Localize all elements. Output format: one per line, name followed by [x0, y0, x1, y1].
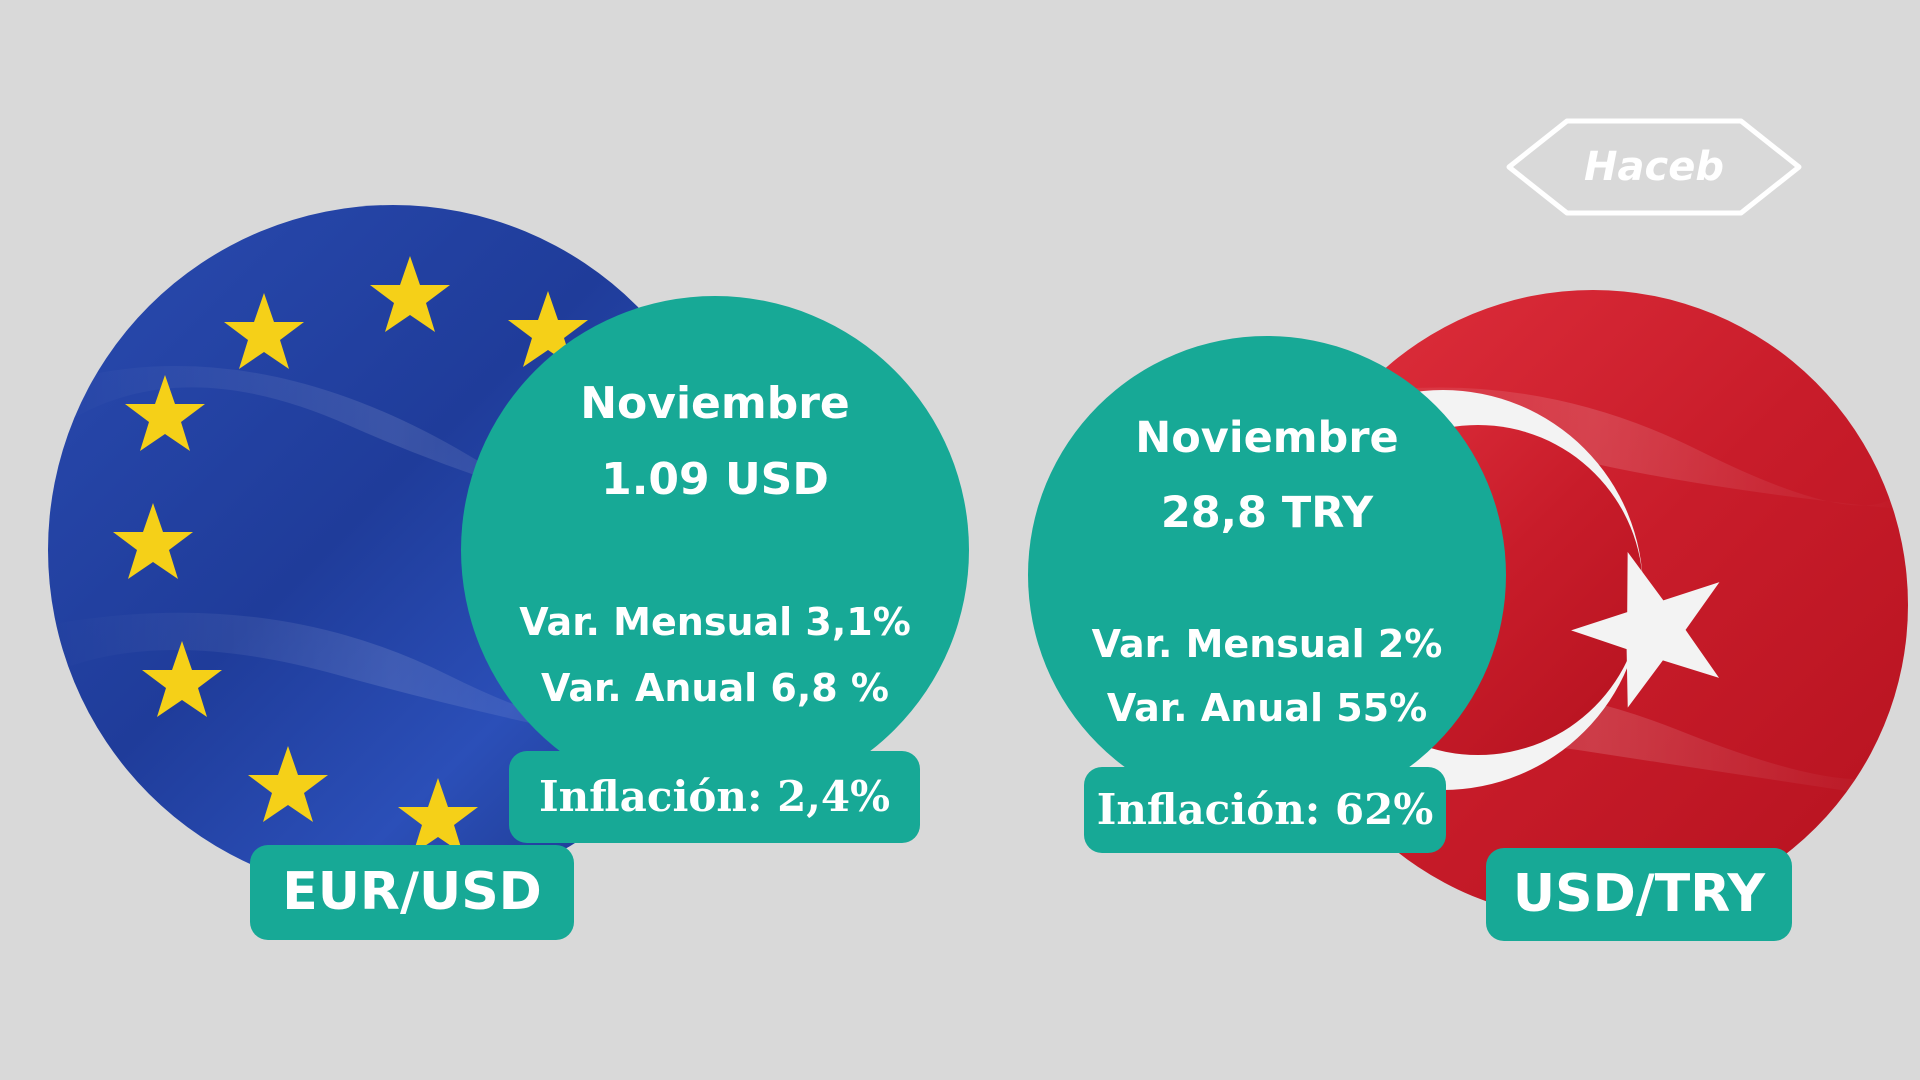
eur-usd-info-circle: Noviembre 1.09 USD Var. Mensual 3,1% Var…: [461, 296, 969, 804]
eur-usd-monthly-change: Var. Mensual 3,1%: [519, 600, 911, 644]
usd-try-monthly-change: Var. Mensual 2%: [1091, 622, 1443, 666]
usd-try-month: Noviembre: [1135, 413, 1399, 463]
haceb-logo: Haceb: [1505, 115, 1803, 219]
eur-usd-inflation-badge: Inflación: 2,4%: [509, 751, 920, 843]
haceb-logo-text: Haceb: [1584, 144, 1724, 190]
eur-usd-pair-label: EUR/USD: [250, 845, 574, 940]
usd-try-pair-label: USD/TRY: [1486, 848, 1792, 941]
eur-usd-annual-change: Var. Anual 6,8 %: [541, 666, 889, 710]
usd-try-info-circle: Noviembre 28,8 TRY Var. Mensual 2% Var. …: [1028, 336, 1506, 814]
usd-try-annual-change: Var. Anual 55%: [1106, 686, 1428, 730]
usd-try-price: 28,8 TRY: [1160, 488, 1374, 538]
usd-try-inflation-badge: Inflación: 62%: [1084, 767, 1446, 853]
haceb-logo-outline-icon: [1506, 118, 1802, 216]
eur-usd-price: 1.09 USD: [601, 454, 829, 505]
eur-usd-month: Noviembre: [580, 378, 850, 429]
